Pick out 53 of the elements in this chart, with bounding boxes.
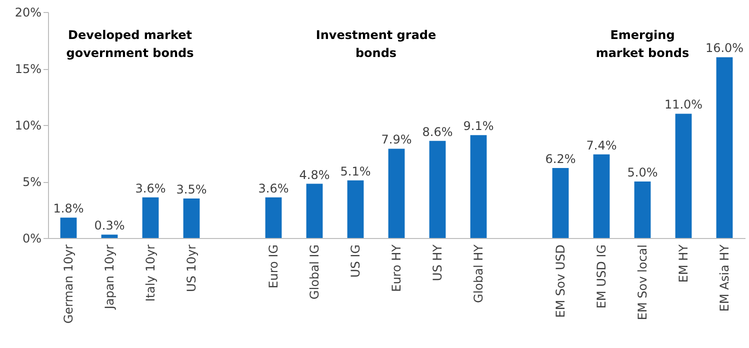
y-tick-label: 15% <box>14 62 42 76</box>
x-tick-label: EM Asia HY <box>718 244 732 312</box>
data-label: 3.5% <box>176 182 207 196</box>
bar <box>142 197 159 238</box>
data-label: 16.0% <box>705 41 744 56</box>
data-label: 6.2% <box>545 152 576 166</box>
bar <box>470 135 487 238</box>
bar <box>675 114 692 238</box>
data-label: 4.8% <box>299 168 330 182</box>
data-label: 9.1% <box>463 119 494 134</box>
x-tick-label: Euro HY <box>390 244 404 292</box>
annotation: Developed market government bonds <box>66 28 194 60</box>
x-tick-label: US IG <box>348 244 362 278</box>
data-label: 5.1% <box>340 164 371 178</box>
x-tick-label: US 10yr <box>184 244 198 292</box>
bar <box>634 182 651 238</box>
data-label: 1.8% <box>53 202 84 216</box>
bar <box>306 184 323 238</box>
x-tick-label: Euro IG <box>266 244 280 288</box>
data-label: 7.9% <box>381 132 412 147</box>
x-tick-label: EM Sov local <box>636 244 650 320</box>
data-label: 11.0% <box>664 98 703 112</box>
data-label: 3.6% <box>258 181 289 196</box>
data-label: 5.0% <box>627 166 658 180</box>
bar <box>265 197 282 238</box>
bar <box>183 198 200 238</box>
x-tick-label: US HY <box>430 244 444 282</box>
y-tick-label: 5% <box>22 175 42 189</box>
data-label: 0.3% <box>94 218 125 233</box>
annotation: Emerging market bonds <box>596 28 690 60</box>
x-tick-label: Global HY <box>472 244 486 303</box>
x-tick-label: German 10yr <box>62 244 76 324</box>
y-tick-label: 0% <box>22 232 42 246</box>
data-label: 7.4% <box>586 138 617 152</box>
bar <box>101 234 118 238</box>
x-tick-label: Global IG <box>308 244 322 300</box>
x-tick-label: EM HY <box>676 244 690 283</box>
bar <box>429 140 446 238</box>
bar <box>593 154 610 238</box>
x-tick-label: Japan 10yr <box>102 244 116 310</box>
bar <box>388 148 405 238</box>
y-tick-label: 20% <box>14 6 42 20</box>
annotation: Investment grade bonds <box>316 28 436 60</box>
data-label: 8.6% <box>422 124 453 139</box>
bar <box>347 180 364 238</box>
bar <box>716 57 733 238</box>
x-tick-label: EM USD IG <box>594 244 608 309</box>
x-tick-label: EM Sov USD <box>554 244 568 318</box>
y-tick-label: 10% <box>14 118 42 132</box>
x-tick-label: Italy 10yr <box>144 244 158 302</box>
bar <box>552 168 569 238</box>
bar <box>60 218 77 238</box>
data-label: 3.6% <box>135 181 166 196</box>
